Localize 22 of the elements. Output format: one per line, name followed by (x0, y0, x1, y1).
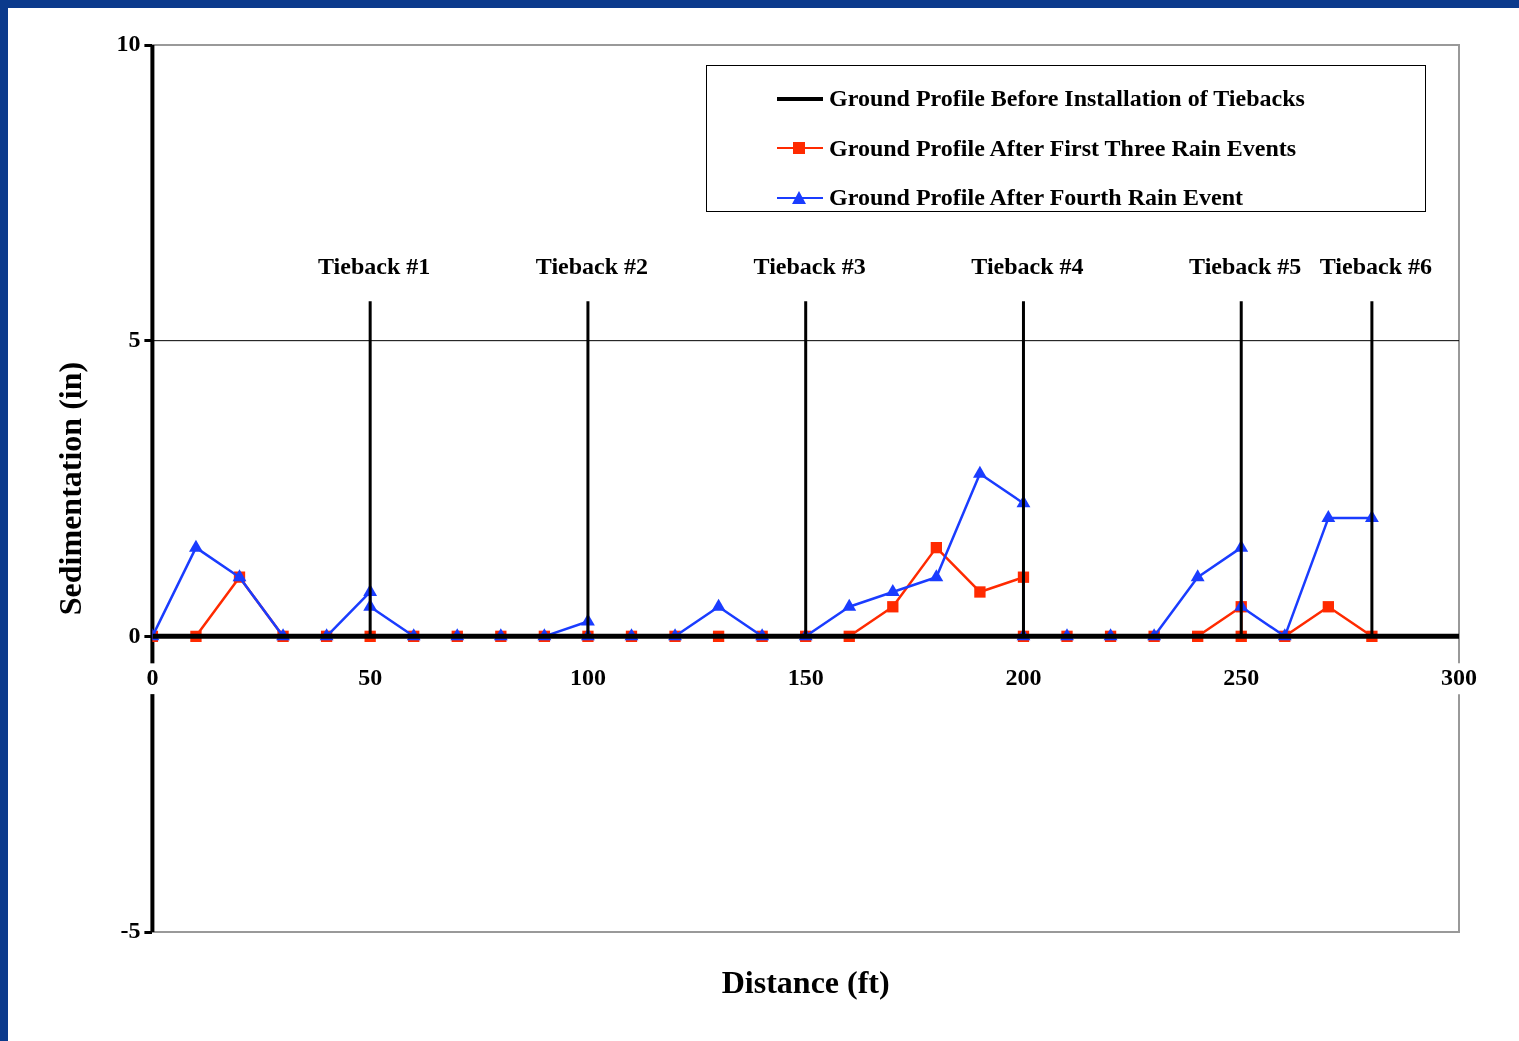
ref-line-label: Tieback #2 (535, 253, 649, 280)
y-axis-title: Sedimentation (in) (52, 361, 89, 616)
ref-line-label: Tieback #4 (971, 253, 1084, 280)
legend-label: Ground Profile After First Three Rain Events (829, 134, 1297, 162)
ref-line-label: Tieback #6 (1319, 253, 1433, 280)
x-tick-label: 250 (1223, 663, 1260, 690)
ref-line-label: Tieback #3 (753, 253, 866, 280)
ref-line-label: Tieback #5 (1189, 253, 1302, 280)
legend-label: Ground Profile Before Installation of Tiebacks (829, 85, 1305, 113)
x-tick-label: 300 (1441, 663, 1477, 690)
x-tick-label: 200 (1005, 663, 1042, 690)
y-tick-label: 0 (128, 621, 141, 648)
ref-line-label: Tieback #1 (318, 253, 431, 280)
y-tick-label: 10 (116, 30, 141, 57)
x-tick-label: 150 (787, 663, 824, 690)
y-tick-label: -5 (120, 917, 141, 944)
y-tick-label: 5 (128, 325, 141, 352)
x-tick-label: 50 (358, 663, 383, 690)
x-tick-label: 0 (146, 663, 159, 690)
x-tick-label: 100 (569, 663, 606, 690)
legend-label: Ground Profile After Fourth Rain Event (829, 184, 1243, 212)
x-axis-title: Distance (ft) (721, 964, 890, 1001)
